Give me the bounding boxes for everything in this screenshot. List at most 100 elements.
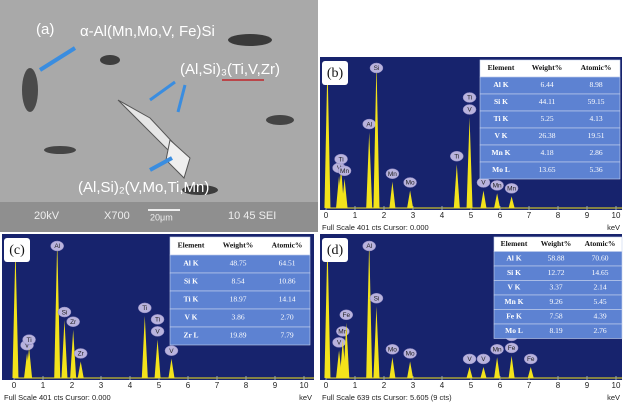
table-cell: 12.72: [548, 268, 565, 277]
table-cell: Ti K: [184, 295, 199, 304]
x-axis-label: keV: [607, 393, 620, 402]
table-cell: 13.65: [539, 165, 556, 174]
x-tick-label: 9: [585, 211, 590, 220]
peak-label: V: [155, 329, 160, 336]
table-header-cell: Atomic%: [272, 241, 303, 250]
x-tick-label: 7: [527, 381, 532, 390]
x-tick-label: 1: [41, 381, 46, 390]
sem-info: 20μm: [150, 212, 173, 222]
panel-label: (c): [9, 243, 25, 258]
sem-image: (a) α-Al(Mn,Mo,V, Fe)Si (Al,Si)₃(Ti,V,Zr…: [0, 0, 318, 232]
sem-info: X700: [104, 210, 130, 222]
x-tick-label: 4: [440, 381, 445, 390]
footer: Full Scale 401 cts Cursor: 0.000: [322, 223, 429, 232]
sem-phase: [44, 146, 76, 154]
table-cell: Mn K: [505, 297, 524, 306]
peak-label: Mn: [388, 171, 397, 178]
x-tick-label: 6: [186, 381, 191, 390]
table-cell: Si K: [507, 268, 521, 277]
x-tick-label: 6: [498, 381, 503, 390]
x-tick-label: 1: [353, 381, 358, 390]
table-cell: Al K: [183, 259, 198, 268]
table-cell: 48.75: [230, 259, 247, 268]
table-header-cell: Atomic%: [585, 239, 616, 248]
peak-label: Ti: [338, 156, 343, 163]
table-cell: 8.19: [549, 326, 562, 335]
x-tick-label: 9: [585, 381, 590, 390]
peak-label: Ti: [142, 305, 147, 312]
peak-label: Mn: [340, 168, 349, 175]
peak-label: Mn: [507, 186, 516, 193]
table-cell: 44.11: [539, 97, 556, 106]
table-cell: 18.97: [230, 295, 247, 304]
sem-phase: [22, 68, 38, 112]
table-cell: 70.60: [592, 253, 609, 262]
table-cell: 19.89: [230, 331, 247, 340]
table-cell: Ti K: [494, 114, 509, 123]
peak-label: Ti: [155, 317, 160, 324]
annotation: α-Al(Mn,Mo,V, Fe)Si: [80, 23, 215, 40]
table-cell: Al K: [506, 253, 521, 262]
table-cell: V K: [495, 131, 508, 140]
table-cell: 8.98: [589, 80, 602, 89]
table-header-cell: Weight%: [532, 63, 562, 72]
x-tick-label: 3: [411, 211, 416, 220]
peak-label: Fe: [508, 345, 516, 352]
table-cell: 3.86: [231, 313, 244, 322]
table-cell: 2.86: [589, 148, 602, 157]
x-tick-label: 3: [99, 381, 104, 390]
peak-label: V: [467, 107, 472, 114]
table-cell: Zr L: [183, 331, 198, 340]
table-cell: 7.58: [549, 311, 562, 320]
peak-label: Al: [366, 243, 372, 250]
peak-label: V: [481, 356, 486, 363]
table-cell: 4.39: [593, 311, 606, 320]
x-tick-label: 5: [469, 381, 474, 390]
annotation: (Al,Si)₂(V,Mo,Ti,Mn): [78, 179, 209, 196]
x-tick-label: 10: [612, 381, 621, 390]
sem-phase: [266, 115, 294, 125]
x-tick-label: 8: [556, 211, 561, 220]
peak-label: V: [169, 348, 174, 355]
table-cell: 2.70: [280, 313, 293, 322]
x-axis-label: keV: [299, 393, 312, 402]
peak-label: Ti: [454, 153, 459, 160]
peak-label: Zr: [70, 319, 77, 326]
table-cell: Fe K: [506, 311, 522, 320]
peak-label: Al: [54, 243, 60, 250]
peak-label: Mn: [493, 347, 502, 354]
table-cell: 5.25: [540, 114, 553, 123]
peak-label: Ti: [26, 337, 31, 344]
table-cell: 10.86: [279, 277, 296, 286]
peak-label: Si: [374, 65, 380, 72]
table-cell: 4.18: [540, 148, 553, 157]
x-tick-label: 5: [469, 211, 474, 220]
sem-info: 10 45 SEI: [228, 210, 276, 222]
table-header-cell: Element: [488, 63, 515, 72]
table-cell: 64.51: [279, 259, 296, 268]
table-cell: 7.79: [280, 331, 293, 340]
table-cell: 58.88: [548, 253, 565, 262]
x-tick-label: 2: [70, 381, 75, 390]
panel-label: (a): [36, 21, 54, 38]
table-cell: Mn K: [492, 148, 511, 157]
panel-label: (b): [327, 66, 344, 81]
table-cell: 14.65: [592, 268, 609, 277]
x-tick-label: 4: [128, 381, 133, 390]
table-cell: 2.14: [593, 282, 606, 291]
x-tick-label: 4: [440, 211, 445, 220]
table-header-cell: Element: [178, 241, 205, 250]
x-tick-label: 10: [300, 381, 309, 390]
x-tick-label: 10: [612, 211, 621, 220]
x-tick-label: 7: [215, 381, 220, 390]
peak-label: Ti: [467, 95, 472, 102]
table-cell: 26.38: [539, 131, 556, 140]
peak-label: Al: [366, 121, 372, 128]
table-header-cell: Weight%: [541, 239, 571, 248]
table-cell: 5.45: [593, 297, 606, 306]
spectrum-panel: 012345678910VTiMnAlSiMnMoTiVTiVMnMn(b)Fu…: [320, 57, 622, 232]
table-cell: 6.44: [540, 80, 553, 89]
